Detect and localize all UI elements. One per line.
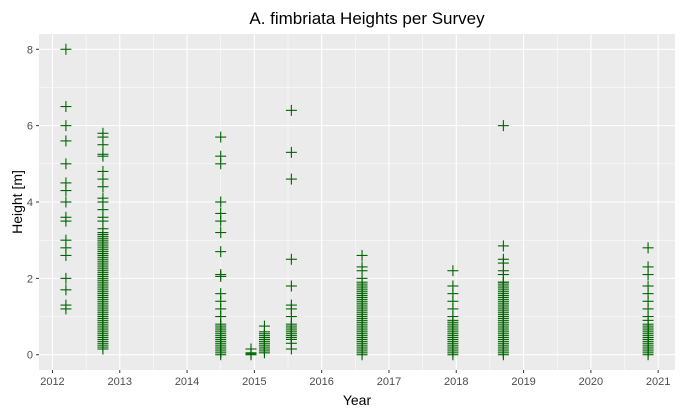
data-point: [60, 158, 72, 170]
data-point: [356, 249, 368, 261]
y-axis: 0 2 4 6 8: [27, 44, 39, 362]
data-point: [215, 270, 227, 282]
data-point: [97, 150, 109, 162]
data-point: [60, 215, 72, 227]
x-tick-label: 2017: [377, 376, 401, 388]
y-tick-label: 0: [27, 350, 33, 362]
y-tick-label: 8: [27, 44, 33, 56]
data-point: [258, 320, 270, 332]
data-point: [356, 272, 368, 284]
data-point: [60, 249, 72, 261]
data-point: [497, 276, 509, 288]
y-tick-label: 2: [27, 273, 33, 285]
data-point: [215, 246, 227, 258]
x-tick-label: 2020: [579, 376, 603, 388]
data-point: [60, 43, 72, 55]
data-point: [215, 131, 227, 143]
data-point: [60, 101, 72, 113]
data-point: [245, 343, 257, 355]
data-point: [215, 158, 227, 170]
data-point: [285, 343, 297, 355]
data-point: [285, 280, 297, 292]
data-point: [60, 272, 72, 284]
data-point: [285, 253, 297, 265]
data-point: [642, 314, 654, 326]
x-tick-label: 2013: [108, 376, 132, 388]
data-point: [60, 120, 72, 132]
data-point: [285, 104, 297, 116]
x-tick-label: 2014: [175, 376, 199, 388]
data-point: [447, 265, 459, 277]
x-tick-label: 2021: [646, 376, 670, 388]
data-point: [60, 135, 72, 147]
data-point: [642, 242, 654, 254]
data-point: [285, 146, 297, 158]
data-point: [447, 311, 459, 323]
chart-title: A. fimbriata Heights per Survey: [249, 9, 485, 28]
y-axis-title: Height [m]: [9, 170, 25, 234]
x-tick-label: 2018: [444, 376, 468, 388]
data-point: [497, 120, 509, 132]
x-tick-label: 2015: [242, 376, 266, 388]
data-point: [60, 185, 72, 197]
data-point: [60, 196, 72, 208]
x-tick-label: 2012: [40, 376, 64, 388]
data-point: [642, 269, 654, 281]
data-point: [285, 173, 297, 185]
x-axis-title: Year: [343, 392, 372, 408]
data-point: [60, 284, 72, 296]
data-point: [97, 181, 109, 193]
data-point: [215, 311, 227, 323]
data-point: [497, 349, 509, 361]
data-point: [97, 139, 109, 151]
data-point: [215, 215, 227, 227]
data-point: [285, 311, 297, 323]
data-point: [215, 196, 227, 208]
y-tick-label: 6: [27, 121, 33, 133]
data-point: [97, 223, 109, 235]
data-point: [497, 240, 509, 252]
y-tick-label: 4: [27, 197, 33, 209]
data-points: [60, 43, 654, 361]
x-tick-label: 2019: [511, 376, 535, 388]
x-tick-label: 2016: [309, 376, 333, 388]
data-point: [215, 227, 227, 239]
data-point: [60, 303, 72, 315]
x-axis: 2012 2013 2014 2015 2016 2017 2018 2019 2020 2021: [40, 370, 670, 388]
